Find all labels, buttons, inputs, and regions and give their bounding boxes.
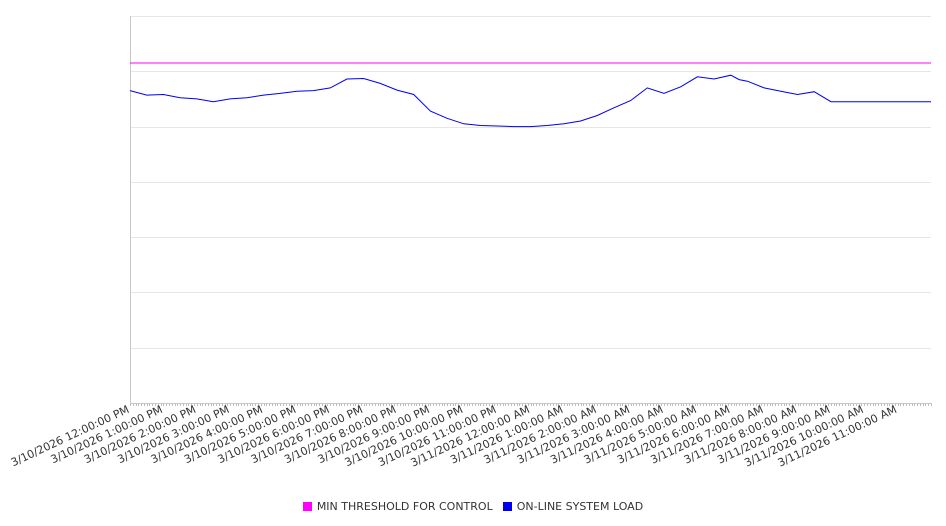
chart-legend: MIN THRESHOLD FOR CONTROL ON-LINE SYSTEM… (0, 499, 946, 513)
legend-item-min-threshold[interactable]: MIN THRESHOLD FOR CONTROL (302, 499, 493, 513)
legend-label-min-threshold: MIN THRESHOLD FOR CONTROL (316, 499, 493, 513)
legend-label-system-load: ON-LINE SYSTEM LOAD (516, 499, 644, 513)
series-lines (129, 62, 931, 128)
legend-swatch-min-threshold (302, 501, 312, 511)
x-tick-labels: 3/10/2026 12:00:00 PM3/10/2026 1:00:00 P… (9, 403, 899, 470)
y-gridlines (130, 16, 931, 349)
system-load-line (129, 74, 931, 128)
legend-item-system-load[interactable]: ON-LINE SYSTEM LOAD (502, 499, 644, 513)
legend-swatch-system-load (502, 501, 512, 511)
